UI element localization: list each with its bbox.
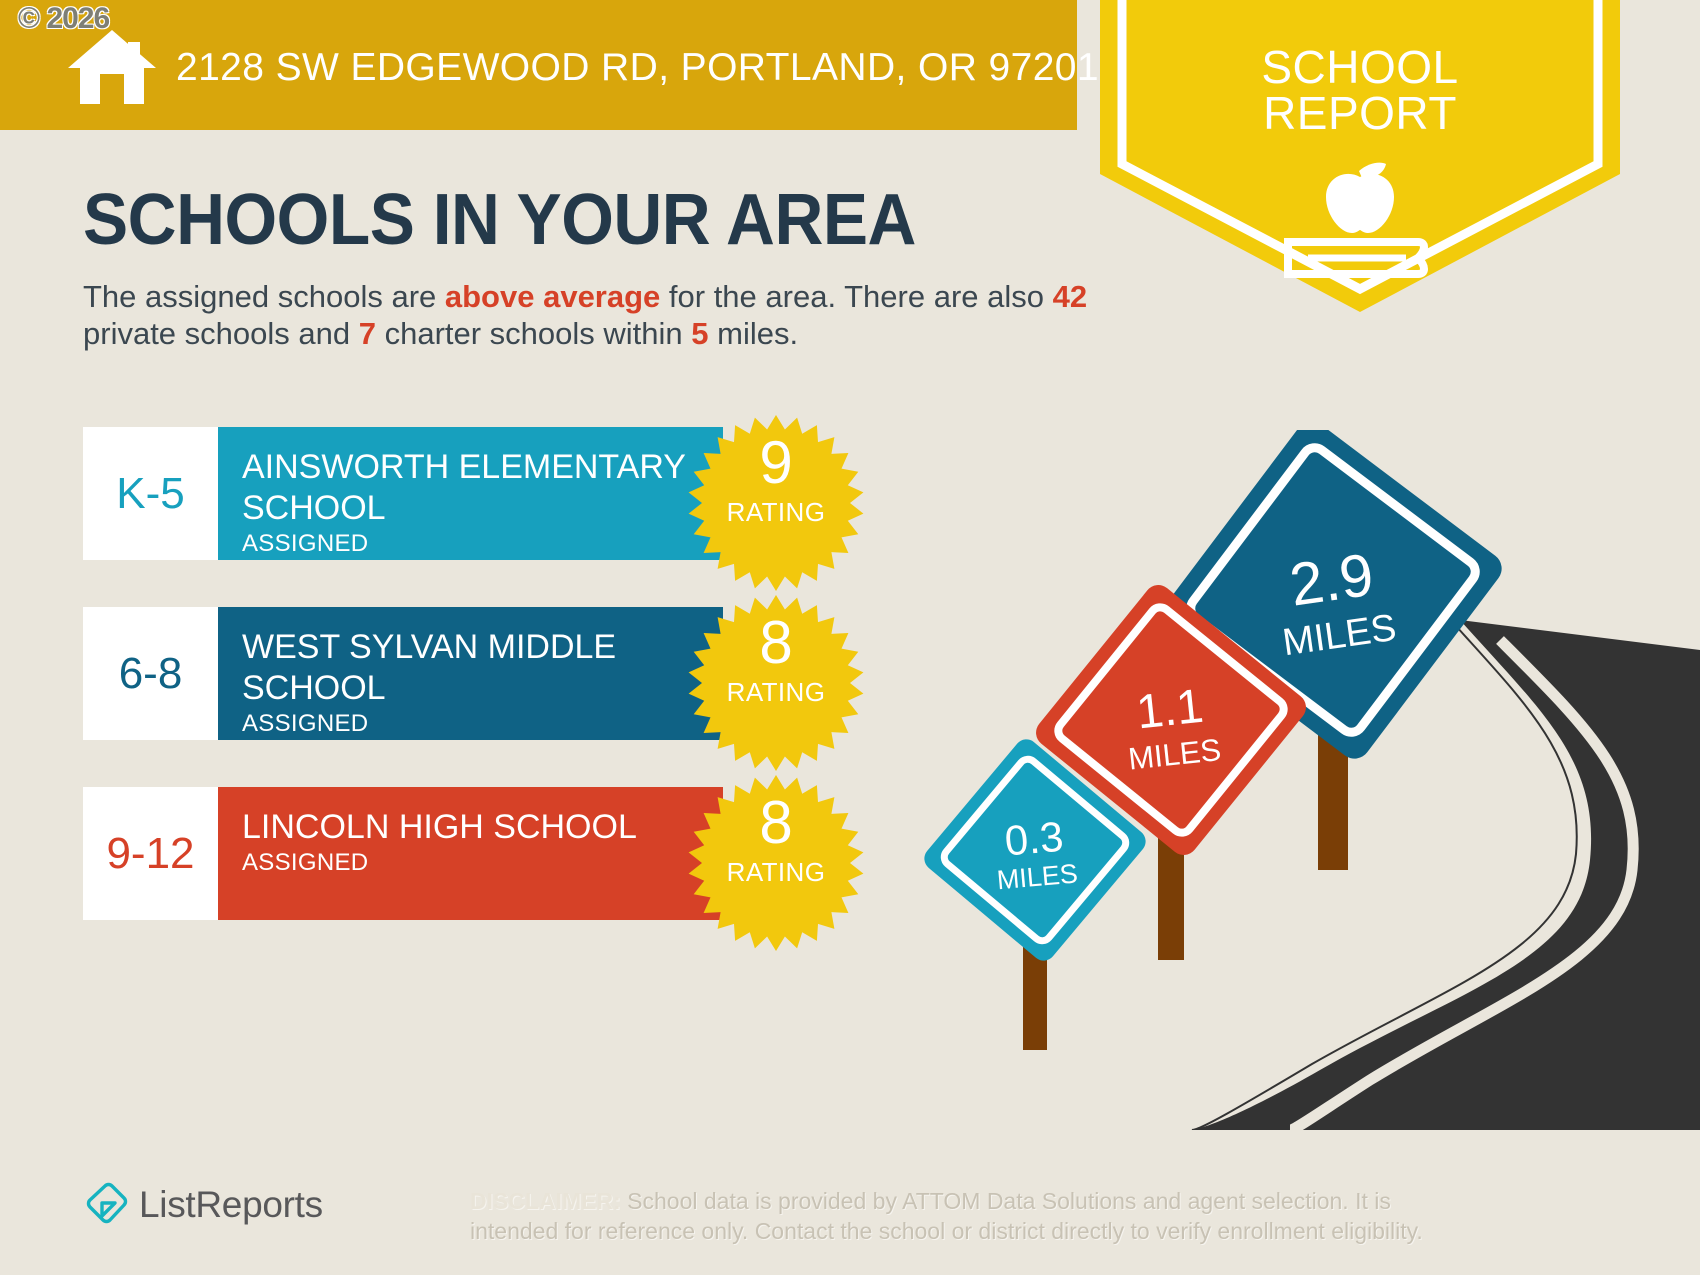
- rating-label: RATING: [726, 857, 826, 887]
- school-name-box: LINCOLN HIGH SCHOOL ASSIGNED: [218, 787, 723, 920]
- summary-radius-miles: 5: [691, 316, 709, 351]
- disclaimer-body: School data is provided by ATTOM Data So…: [470, 1188, 1423, 1244]
- school-rating-badge: 8 RATING: [688, 775, 864, 951]
- sign-unit: MILES: [996, 858, 1079, 895]
- page-title: SCHOOLS IN YOUR AREA: [83, 180, 916, 260]
- disclaimer-label: DISCLAIMER:: [470, 1188, 621, 1214]
- disclaimer: DISCLAIMER: School data is provided by A…: [470, 1186, 1480, 1246]
- starburst-icon: [688, 415, 864, 591]
- badge-line-2: REPORT: [1263, 87, 1457, 139]
- summary-part-4: charter schools within: [375, 316, 692, 351]
- sign-value: 0.3: [1003, 813, 1065, 865]
- home-icon: [68, 30, 156, 104]
- grade-range-label: 9-12: [106, 828, 195, 878]
- road-surface: [1190, 620, 1700, 1130]
- starburst-icon: [688, 775, 864, 951]
- sign-border: [940, 755, 1130, 945]
- summary-part-5: miles.: [708, 316, 799, 351]
- school-status: ASSIGNED: [242, 849, 369, 876]
- badge-line-1: SCHOOL: [1261, 41, 1459, 93]
- school-rating-badge: 8 RATING: [688, 595, 864, 771]
- sign-value: 1.1: [1134, 680, 1206, 740]
- school-row[interactable]: 6-8 WEST SYLVAN MIDDLE SCHOOL ASSIGNED: [83, 607, 723, 740]
- copyright-notice: © 2026: [18, 2, 110, 35]
- school-name-box: AINSWORTH ELEMENTARY SCHOOL ASSIGNED: [218, 427, 723, 560]
- school-name-box: WEST SYLVAN MIDDLE SCHOOL ASSIGNED: [218, 607, 723, 740]
- header-bar: [0, 0, 1077, 130]
- grade-range-box: K-5: [83, 427, 218, 560]
- summary-private-count: 42: [1052, 279, 1088, 314]
- badge-title: SCHOOL REPORT: [1100, 44, 1620, 136]
- road-lane-line: [1288, 636, 1639, 1130]
- listreports-logo[interactable]: ListReports: [85, 1182, 323, 1228]
- listreports-wordmark: ListReports: [139, 1184, 323, 1225]
- sign-value: 2.9: [1286, 541, 1378, 619]
- summary-text: The assigned schools are above average f…: [83, 278, 1093, 352]
- summary-part-3: private schools and: [83, 316, 359, 351]
- road-edge: [1191, 625, 1578, 1130]
- rating-value: 8: [759, 789, 793, 856]
- starburst-icon: [688, 595, 864, 771]
- rating-label: RATING: [726, 497, 826, 527]
- summary-part-2: for the area. There are also: [660, 279, 1053, 314]
- school-rating-badge: 9 RATING: [688, 415, 864, 591]
- summary-charter-count: 7: [358, 316, 376, 351]
- summary-rating-highlight: above average: [444, 279, 661, 314]
- rating-label: RATING: [726, 677, 826, 707]
- grade-range-label: 6-8: [118, 648, 183, 698]
- distance-sign-0-3: 0.3 MILES: [924, 739, 1146, 961]
- listreports-house-icon: [86, 1182, 128, 1224]
- school-status: ASSIGNED: [242, 530, 369, 557]
- school-report-badge: [1100, 0, 1620, 312]
- rating-value: 8: [759, 609, 793, 676]
- school-name: AINSWORTH ELEMENTARY SCHOOL: [242, 448, 686, 527]
- grade-range-box: 9-12: [83, 787, 218, 920]
- sign-border: [1054, 603, 1288, 837]
- summary-part-1: The assigned schools are: [83, 279, 445, 314]
- school-name: LINCOLN HIGH SCHOOL: [242, 808, 637, 846]
- grade-range-label: K-5: [116, 468, 185, 518]
- school-row[interactable]: K-5 AINSWORTH ELEMENTARY SCHOOL ASSIGNED: [83, 427, 723, 560]
- rating-value: 9: [759, 429, 793, 496]
- sign-plate: [924, 739, 1146, 961]
- road-scene: 2.9 MILES 1.1 MILES 0.3 MILES: [924, 430, 1700, 1130]
- school-status: ASSIGNED: [242, 710, 369, 737]
- grade-range-box: 6-8: [83, 607, 218, 740]
- school-row[interactable]: 9-12 LINCOLN HIGH SCHOOL ASSIGNED: [83, 787, 723, 920]
- apple-on-book-icon: [1326, 162, 1394, 233]
- sign-plate: [1036, 585, 1306, 855]
- property-address: 2128 SW EDGEWOOD RD, PORTLAND, OR 97201: [176, 46, 1099, 89]
- distance-sign-1-1: 1.1 MILES: [1036, 585, 1306, 855]
- book-icon: [1284, 238, 1428, 278]
- school-name: WEST SYLVAN MIDDLE SCHOOL: [242, 628, 617, 707]
